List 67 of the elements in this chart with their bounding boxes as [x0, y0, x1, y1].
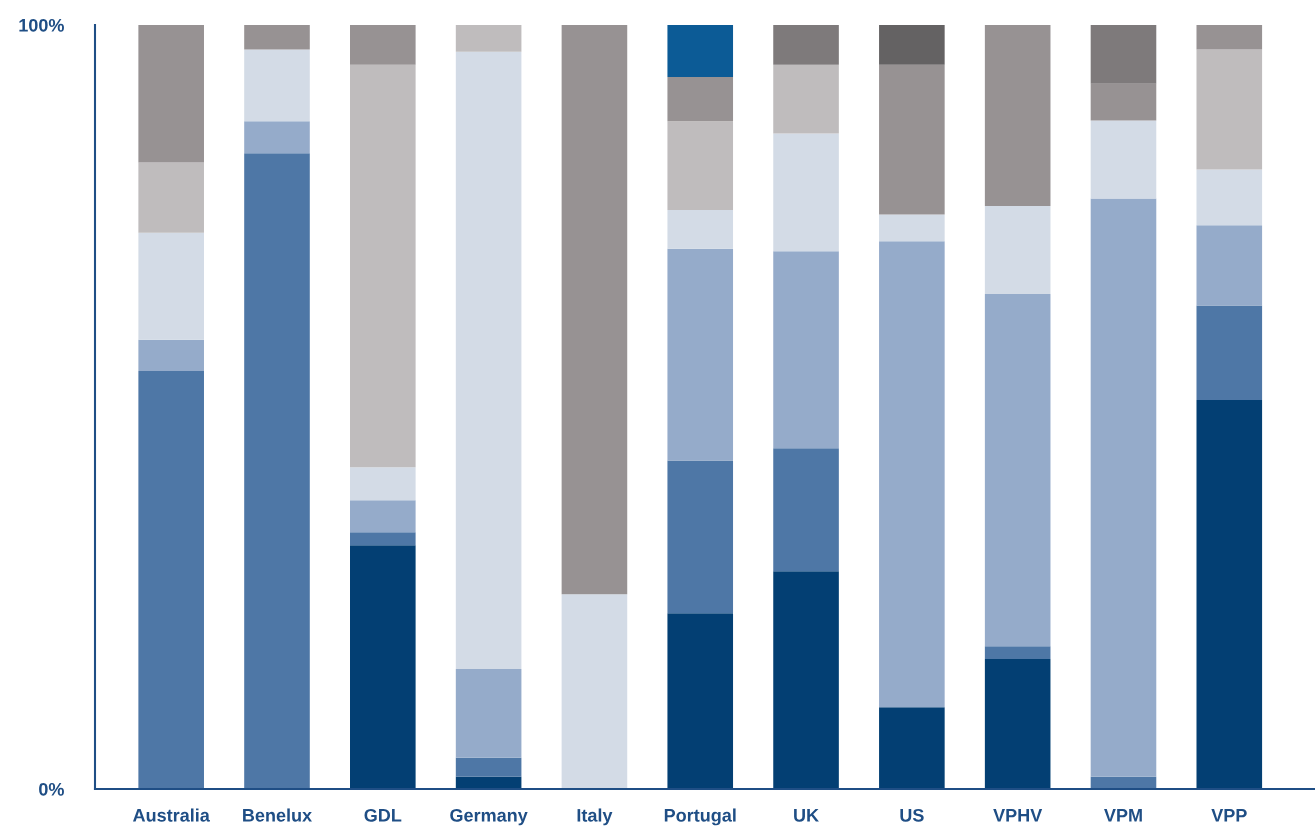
- y-tick-label: 100%: [19, 18, 64, 32]
- bar: [244, 25, 310, 50]
- x-tick-label: UK: [794, 809, 819, 822]
- bar: [667, 613, 734, 789]
- bar: [455, 51, 522, 670]
- bar: [879, 64, 945, 215]
- bar: [350, 532, 416, 546]
- bar: [773, 251, 839, 449]
- bar: [773, 25, 839, 65]
- bar: [667, 25, 734, 77]
- bar: [455, 25, 522, 52]
- bar: [773, 64, 839, 134]
- bar: [773, 448, 839, 572]
- x-tick-label: Portugal: [664, 808, 736, 826]
- x-tick-label: VPP: [1211, 809, 1247, 822]
- bar: [984, 293, 1051, 647]
- x-tick-label: Benelux: [243, 808, 312, 822]
- bar: [667, 209, 734, 249]
- bar: [561, 594, 628, 789]
- bar: [138, 25, 204, 163]
- bar: [350, 25, 416, 65]
- bar: [984, 25, 1051, 207]
- x-tick-label: GDL: [364, 808, 402, 822]
- bar: [1196, 225, 1263, 306]
- bar: [667, 460, 734, 614]
- bar: [1090, 83, 1157, 121]
- bar: [1090, 25, 1157, 84]
- bar: [350, 500, 416, 533]
- bar: [984, 206, 1051, 294]
- bar: [1196, 49, 1263, 170]
- bar: [455, 669, 522, 758]
- bar: [138, 162, 204, 233]
- bar: [984, 646, 1051, 660]
- x-tick-label: VPM: [1104, 809, 1142, 822]
- bar: [773, 571, 839, 789]
- bar: [138, 371, 204, 789]
- bar: [667, 121, 734, 210]
- bar: [138, 232, 204, 340]
- bar: [773, 133, 839, 252]
- bar: [455, 757, 522, 777]
- bar: [244, 49, 310, 122]
- x-tick-label: US: [900, 808, 924, 822]
- bar: [879, 241, 945, 708]
- bar: [1196, 25, 1263, 50]
- bar: [667, 248, 734, 461]
- bar: [1090, 198, 1157, 777]
- bar: [350, 64, 416, 468]
- x-tick-label: Australia: [133, 808, 210, 822]
- bar: [667, 76, 734, 122]
- bar: [244, 153, 310, 789]
- bar: [350, 545, 416, 789]
- bar: [244, 121, 310, 154]
- x-tick-label: Germany: [450, 808, 528, 826]
- bar: [1090, 120, 1157, 199]
- bar: [879, 214, 945, 242]
- bar: [1196, 169, 1263, 226]
- bar: [984, 659, 1051, 789]
- bar: [561, 25, 628, 595]
- bar: [1196, 305, 1263, 401]
- bar: [138, 339, 204, 372]
- x-tick-label: VPHV: [993, 809, 1043, 822]
- bar: [879, 707, 945, 789]
- bar: [350, 467, 416, 501]
- bar: [1196, 400, 1263, 789]
- bar: [879, 25, 945, 65]
- y-tick-label: 0%: [39, 782, 64, 796]
- x-tick-label: Italy: [577, 808, 613, 826]
